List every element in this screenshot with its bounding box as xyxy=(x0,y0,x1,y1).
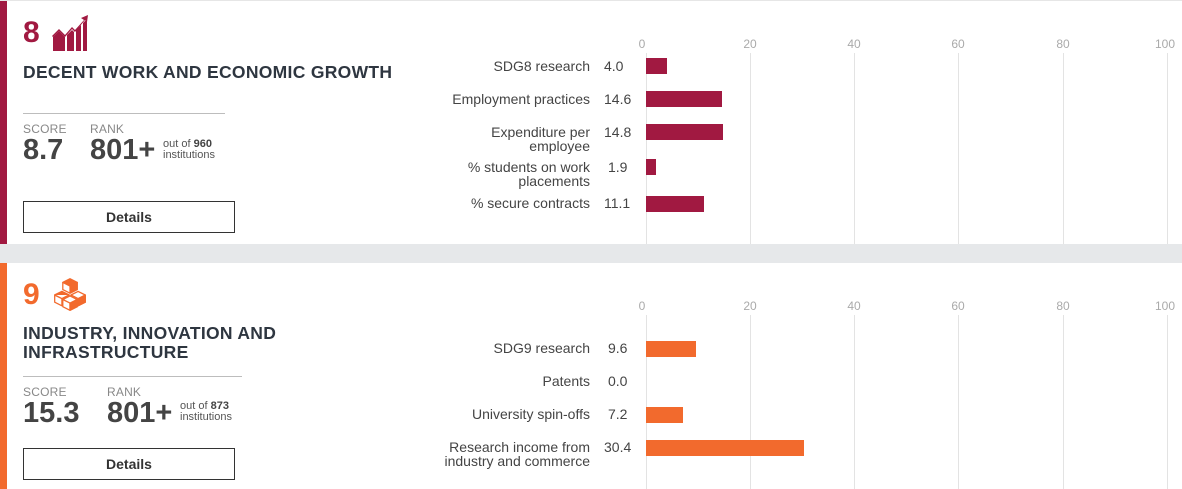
tick-label: 0 xyxy=(638,37,646,51)
score-value: 8.7 xyxy=(23,134,64,166)
metric-label: SDG9 research xyxy=(493,340,590,356)
metric-label: SDG8 research xyxy=(493,58,590,74)
sdg8-heading: 8 xyxy=(23,15,88,51)
metric-bar xyxy=(646,440,804,456)
metric-bar xyxy=(646,341,696,357)
tick-label: 100 xyxy=(1154,37,1176,51)
out-of-suffix: institutions xyxy=(180,411,232,423)
metric-value: 1.9 xyxy=(608,159,628,175)
tick-label: 40 xyxy=(847,37,861,51)
metric-label: Patents xyxy=(542,373,590,389)
metric-bar xyxy=(646,159,656,175)
rank-value: 801+ xyxy=(90,134,156,166)
rank-out-of: out of 960 institutions xyxy=(163,139,215,161)
metric-label: Expenditure per employee xyxy=(491,124,590,154)
metric-value: 11.1 xyxy=(604,195,631,211)
metric-value: 4.0 xyxy=(604,58,624,74)
goal-title: DECENT WORK AND ECONOMIC GROWTH xyxy=(23,62,393,82)
goal-number: 8 xyxy=(23,16,40,49)
metric-label: % students on work placements xyxy=(467,159,590,189)
gridline xyxy=(1063,315,1064,489)
metric-bar xyxy=(646,407,683,423)
metric-value: 0.0 xyxy=(608,373,628,389)
tick-label: 0 xyxy=(638,299,646,313)
metric-bar xyxy=(646,58,667,74)
metric-value: 9.6 xyxy=(608,340,628,356)
sdg9-heading: 9 xyxy=(23,277,88,313)
details-button[interactable]: Details xyxy=(23,201,235,233)
goal-number: 9 xyxy=(23,278,40,311)
metric-label: Research income from industry and commer… xyxy=(444,439,590,469)
tick-label: 60 xyxy=(951,299,965,313)
metric-value: 30.4 xyxy=(604,439,632,455)
gridline xyxy=(854,315,855,489)
gridline xyxy=(854,53,855,245)
gridline xyxy=(958,53,959,245)
rank-value: 801+ xyxy=(107,397,173,429)
tick-label: 80 xyxy=(1056,37,1070,51)
stacked-cubes-icon xyxy=(53,278,86,311)
institution-count: 873 xyxy=(210,400,229,412)
tick-label: 40 xyxy=(847,299,861,313)
tick-label: 20 xyxy=(743,37,757,51)
score-label: SCORE xyxy=(23,385,67,399)
score-label: SCORE xyxy=(23,122,67,136)
metric-value: 14.6 xyxy=(604,91,632,107)
sdg8-card: 8 DECENT WORK AND ECONOMIC GROWTH SCORE … xyxy=(0,0,1182,245)
metric-label: % secure contracts xyxy=(470,195,590,211)
institution-count: 960 xyxy=(193,138,212,150)
metric-label: University spin-offs xyxy=(471,406,590,422)
metric-bar xyxy=(646,196,704,212)
out-of-prefix: out of xyxy=(163,138,191,150)
tick-label: 20 xyxy=(743,299,757,313)
gridline xyxy=(1063,53,1064,245)
tick-label: 80 xyxy=(1056,299,1070,313)
gridline xyxy=(646,315,647,489)
gridline xyxy=(1167,315,1168,489)
gridline xyxy=(958,315,959,489)
metric-value: 14.8 xyxy=(604,124,632,140)
details-button[interactable]: Details xyxy=(23,448,235,480)
rank-out-of: out of 873 institutions xyxy=(180,401,232,423)
sdg8-accent-bar xyxy=(0,1,7,244)
divider xyxy=(23,113,225,114)
growth-chart-icon xyxy=(51,15,88,51)
gridline xyxy=(750,53,751,245)
metric-bar xyxy=(646,91,722,107)
score-value: 15.3 xyxy=(23,397,80,429)
metric-bar xyxy=(646,124,723,140)
rank-label: RANK xyxy=(90,122,125,136)
goal-title: INDUSTRY, INNOVATION AND INFRASTRUCTURE xyxy=(23,323,277,362)
metric-label: Employment practices xyxy=(452,91,590,107)
gridline xyxy=(1167,53,1168,245)
out-of-suffix: institutions xyxy=(163,149,215,161)
card-separator xyxy=(0,244,1182,263)
metric-value: 7.2 xyxy=(608,406,628,422)
divider xyxy=(23,376,242,377)
gridline xyxy=(750,315,751,489)
out-of-prefix: out of xyxy=(180,400,208,412)
tick-label: 100 xyxy=(1154,299,1176,313)
rank-label: RANK xyxy=(107,385,142,399)
sdg9-card: 9 INDUSTRY, INNOVATION AND xyxy=(0,263,1182,489)
gridline xyxy=(646,53,647,245)
sdg9-accent-bar xyxy=(0,263,7,489)
tick-label: 60 xyxy=(951,37,965,51)
